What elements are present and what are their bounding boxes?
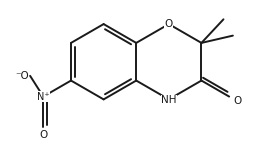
Text: O: O [165,19,173,29]
Text: ⁻O: ⁻O [15,71,29,81]
Text: N⁺: N⁺ [37,92,50,102]
Text: NH: NH [161,95,176,105]
Text: O: O [39,130,47,140]
Text: O: O [233,96,241,106]
